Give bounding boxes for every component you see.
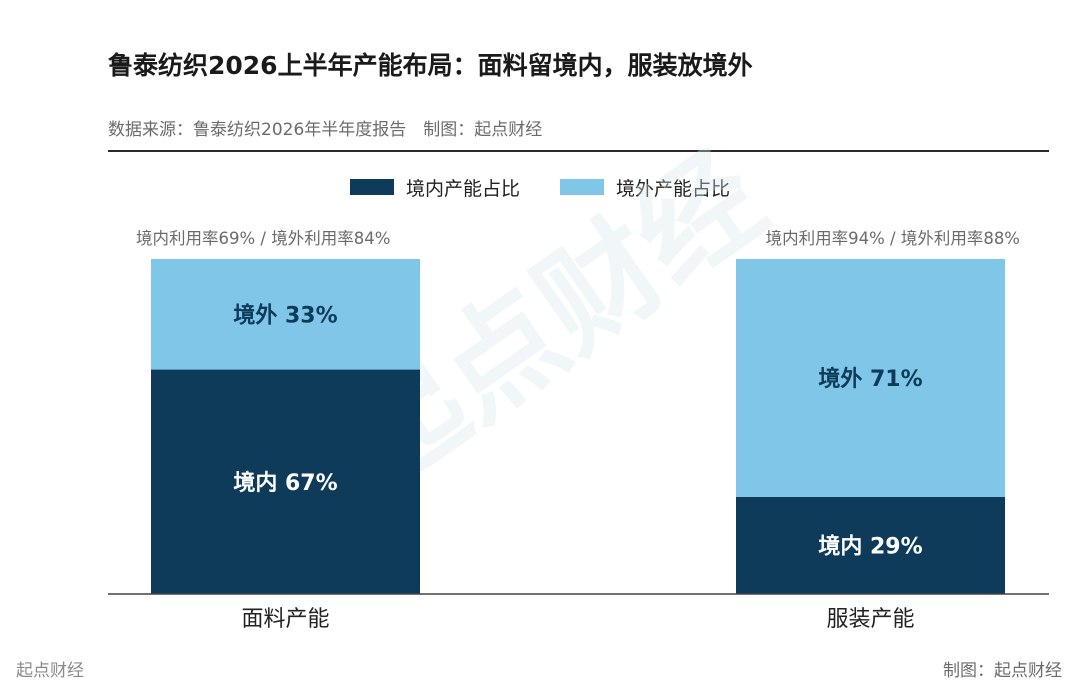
- legend-swatch-overseas: [560, 179, 604, 195]
- chart-title: 鲁泰纺织2026上半年产能布局：面料留境内，服装放境外: [108, 51, 753, 80]
- utilization-annotation-1: 境内利用率69% / 境外利用率84%: [136, 229, 390, 248]
- footer-watermark: 起点财经: [16, 661, 84, 681]
- data-label-domestic-2: 境内 29%: [818, 533, 922, 559]
- data-label-overseas-2: 境外 71%: [818, 366, 922, 392]
- bar-segment-domestic-2: [736, 496, 1005, 594]
- legend: 境内产能占比 境外产能占比: [0, 172, 1080, 202]
- utilization-annotation-2: 境内利用率94% / 境外利用率88%: [766, 229, 1020, 248]
- data-label-domestic-1: 境内 67%: [233, 470, 337, 496]
- bar-segment-overseas-2: [736, 259, 1005, 497]
- x-tick-label-1: 面料产能: [241, 607, 329, 632]
- legend-swatch-domestic: [349, 179, 394, 195]
- legend-item-overseas: 境外产能占比: [560, 174, 730, 201]
- bar-segment-domestic-1: [151, 369, 420, 594]
- legend-label-domestic: 境内产能占比: [405, 177, 520, 200]
- data-label-overseas-1: 境外 33%: [233, 302, 337, 328]
- bar-segment-overseas-1: [151, 259, 420, 370]
- x-tick-label-2: 服装产能: [826, 607, 914, 632]
- data-source: 数据来源：鲁泰纺织2026年半年度报告 制图：起点财经: [108, 120, 543, 140]
- bars-group: 境内 67% 境外 33% 面料产能 境内利用率69% / 境外利用率84% 境内 29…: [136, 229, 1020, 632]
- footer-credit: 制图：起点财经: [943, 661, 1062, 681]
- legend-item-domestic: 境内产能占比: [349, 174, 520, 201]
- title-divider: [108, 150, 1049, 152]
- legend-label-overseas: 境外产能占比: [616, 177, 731, 200]
